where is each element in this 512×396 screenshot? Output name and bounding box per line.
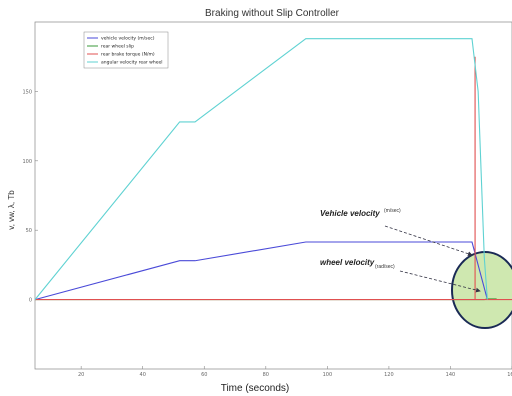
series-lines: [34, 38, 512, 301]
series-line-4: [34, 38, 488, 300]
x-tick-label: 100: [323, 372, 333, 378]
series-line-3: [35, 56, 512, 301]
plot-frame: [34, 21, 512, 370]
annotation-wheel-velocity: wheel velocity (rad/sec): [320, 258, 481, 293]
y-tick-label: 100: [22, 159, 32, 165]
annotation-wheel-velocity-label: wheel velocity: [320, 258, 375, 267]
y-tick-label: 0: [29, 298, 32, 304]
annotation-wheel-velocity-unit: (rad/sec): [375, 264, 395, 270]
annotation-vehicle-velocity: Vehicle velocity (m/sec): [320, 208, 473, 257]
y-axis-label: v, vw, λ, Tb: [7, 190, 16, 230]
x-axis-label: Time (seconds): [221, 383, 290, 394]
series-line-1: [34, 241, 488, 301]
annotation-vehicle-velocity-unit: (m/sec): [384, 208, 401, 214]
chart-title: Braking without Slip Controller: [205, 8, 340, 19]
y-tick-label: 50: [26, 228, 32, 234]
annotation-vehicle-velocity-arrow: [384, 225, 473, 257]
x-tick-label: 140: [446, 372, 456, 378]
x-tick-label: 40: [140, 372, 146, 378]
legend-label: vehicle velocity (m/sec): [101, 36, 155, 42]
x-tick-label: 20: [78, 372, 84, 378]
highlight-circle: [451, 251, 512, 329]
legend-label: rear wheel slip: [101, 44, 134, 50]
y-axis-ticks: 0 50 100 150: [22, 89, 38, 304]
y-tick-label: 150: [22, 89, 32, 95]
x-tick-label: 60: [201, 372, 207, 378]
x-tick-label: 160: [507, 372, 512, 378]
annotation-vehicle-velocity-label: Vehicle velocity: [320, 209, 380, 218]
x-tick-label: 80: [263, 372, 269, 378]
x-tick-label: 120: [384, 372, 394, 378]
annotation-wheel-velocity-arrow: [399, 270, 481, 293]
legend: vehicle velocity (m/sec) rear wheel slip r…: [83, 31, 169, 69]
legend-label: rear brake torque (N/m): [101, 52, 155, 58]
x-axis-ticks: 20 40 60 80 100 120 140 160: [78, 366, 512, 378]
legend-label: angular velocity rear wheel: [101, 60, 163, 66]
